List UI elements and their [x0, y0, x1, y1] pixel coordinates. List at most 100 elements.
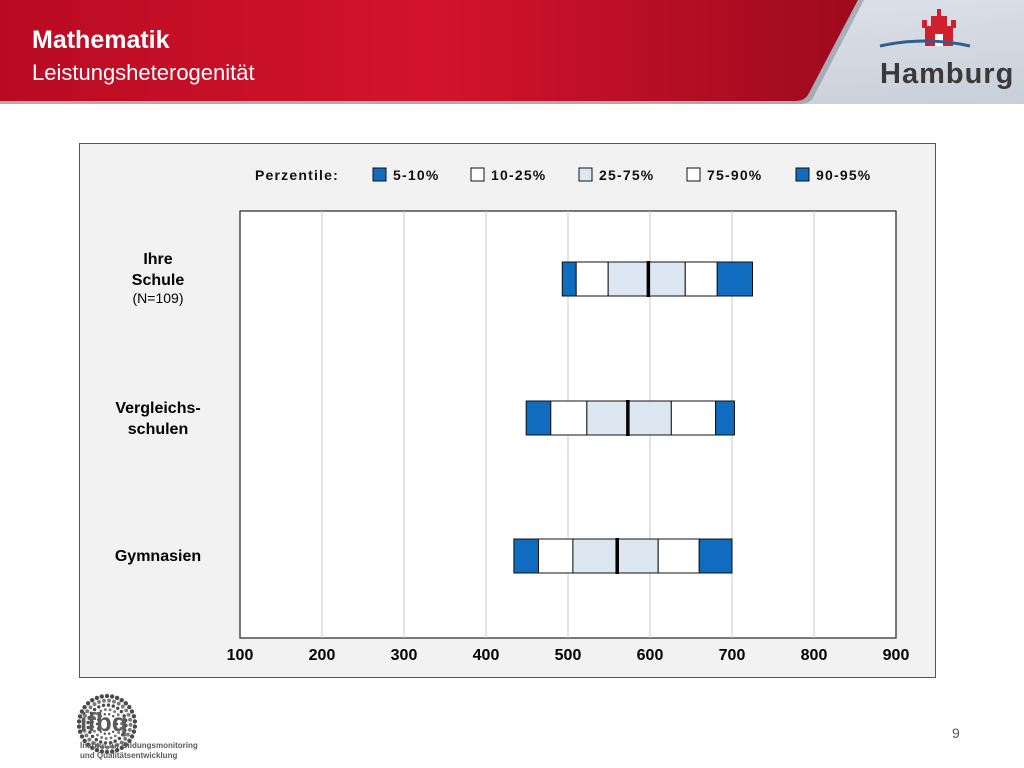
logo-dot [77, 714, 83, 719]
logo-dot [82, 728, 87, 733]
logo-dot [99, 749, 105, 754]
logo-dot [115, 743, 120, 748]
logo-dot [108, 741, 113, 745]
logo-dot [110, 744, 115, 749]
logo-dot [100, 736, 104, 739]
x-tick-label: 300 [391, 647, 418, 664]
logo-dot [87, 716, 91, 720]
chart-panel: 100 200 300 400 500 600 700 800 900 Perzentile: 5-… [79, 143, 936, 678]
logo-dot [88, 730, 92, 734]
logo-dot [99, 715, 102, 718]
logo-dot [108, 732, 111, 735]
row-label: Schule [132, 272, 185, 289]
logo-dot [96, 727, 100, 730]
logo-dot [91, 741, 96, 745]
logo-dot [117, 731, 121, 735]
logo-dot [92, 702, 97, 707]
logo-dot [115, 722, 119, 726]
logo-dot [89, 711, 93, 715]
logo-dot [101, 703, 106, 707]
logo-dot [85, 701, 91, 706]
logo-dot [103, 708, 107, 712]
legend-swatch [470, 167, 485, 182]
legend-swatch [578, 167, 593, 182]
logo-dot [76, 724, 82, 729]
logo-dot [103, 713, 106, 716]
percentile-segment [525, 400, 552, 436]
logo-dot [111, 704, 115, 708]
logo-dot [90, 745, 95, 750]
row-note: (N=109) [133, 290, 184, 306]
percentile-segment [561, 261, 577, 297]
legend-title: Perzentile: [255, 167, 339, 183]
logo-dot [90, 734, 95, 739]
legend-label: 25-75% [599, 167, 654, 183]
legend-swatch [372, 167, 387, 182]
x-tick-label: 700 [719, 647, 746, 664]
logo-dot [127, 727, 132, 732]
legend-label: 10-25% [491, 167, 546, 183]
logo-dot [112, 699, 116, 704]
logo-dot [117, 736, 122, 741]
logo-dot [132, 719, 138, 724]
logo-dot [94, 738, 98, 742]
logo-dot [124, 723, 128, 728]
logo-dot [95, 712, 99, 716]
logo-dot [106, 703, 111, 707]
x-tick-label: 800 [801, 647, 828, 664]
logo-dot [99, 709, 103, 713]
logo-dot [119, 745, 124, 750]
logo-dot [114, 727, 118, 730]
logo-dot [120, 704, 125, 709]
institute-name-line2: und Qualitätsentwicklung [80, 751, 178, 760]
logo-dot [97, 699, 101, 704]
row-label: schulen [128, 421, 188, 438]
logo-dot [124, 718, 128, 723]
logo-dot [116, 706, 120, 710]
logo-dot [104, 749, 110, 755]
logo-dot [81, 723, 86, 728]
x-tick-label: 500 [555, 647, 582, 664]
logo-dot [127, 738, 132, 743]
logo-dot [113, 734, 117, 738]
logo-dot [119, 709, 124, 714]
logo-dot [128, 722, 133, 727]
logo-dot [129, 734, 135, 739]
logo-dot [131, 729, 137, 734]
legend-label: 75-90% [707, 167, 762, 183]
logo-dot [92, 716, 96, 719]
logo-dot [112, 715, 115, 718]
header-banner [0, 0, 1024, 104]
logo-dot [123, 701, 128, 706]
logo-dot [100, 745, 105, 750]
logo-dot [85, 709, 90, 714]
logo-dot [104, 737, 108, 740]
page-number: 9 [952, 725, 960, 741]
percentile-segment [537, 538, 574, 574]
x-tick-label: 200 [309, 647, 336, 664]
x-tick-label: 400 [473, 647, 500, 664]
percentile-segment [670, 400, 717, 436]
legend-label: 5-10% [393, 167, 439, 183]
logo-dot [86, 742, 91, 747]
logo-dot [109, 694, 115, 699]
logo-dot [94, 695, 100, 701]
logo-dot [82, 738, 87, 744]
logo-dot [99, 730, 102, 733]
logo-dot [77, 729, 83, 734]
logo-dot [121, 733, 125, 737]
logo-dot [76, 719, 82, 724]
logo-dot [94, 747, 100, 753]
logo-dot [92, 707, 97, 712]
logo-dot [108, 708, 112, 712]
logo-dot [102, 698, 106, 703]
logo-dot [119, 726, 123, 730]
logo-dot [88, 705, 93, 710]
logo-dot [113, 739, 117, 743]
percentile-segment [586, 400, 629, 436]
x-tick-label: 900 [883, 647, 910, 664]
logo-dot [114, 747, 120, 753]
logo-dot [86, 720, 90, 725]
percentile-segment [716, 261, 753, 297]
percentile-segment [575, 261, 609, 297]
